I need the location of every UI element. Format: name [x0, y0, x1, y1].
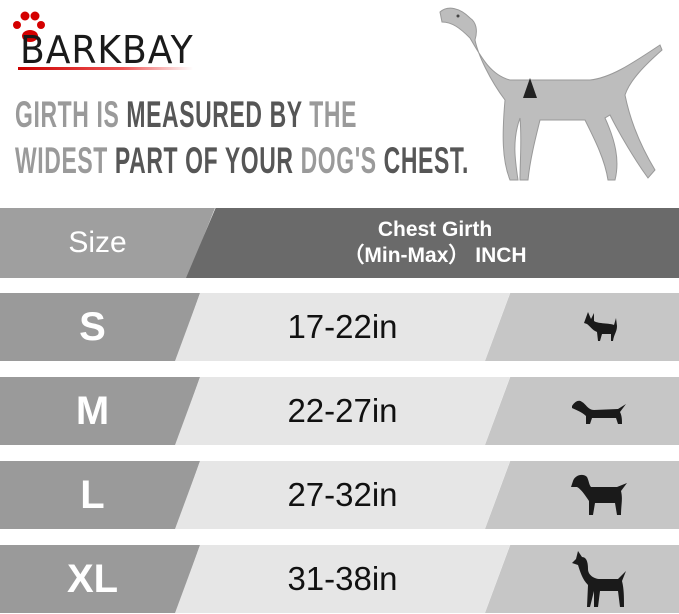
table-header-row: Size Chest Girth （Min-Max） INCH — [0, 208, 679, 278]
headline-segment: CHEST. — [383, 140, 469, 181]
headline-segment: PART OF YOUR — [114, 140, 301, 181]
size-cell-bg — [0, 377, 200, 445]
headline-segment: THE — [309, 94, 358, 135]
headline-segment: MEASURED BY — [126, 94, 310, 135]
table-row: M 22-27in — [0, 377, 679, 445]
headline-segment: GIRTH IS — [15, 94, 127, 135]
size-label: XL — [66, 556, 119, 601]
size-label: L — [80, 472, 105, 517]
girth-value: 31-38in — [287, 560, 398, 597]
measured-dog-illustration — [439, 7, 663, 181]
table-row: S 17-22in — [0, 293, 679, 361]
girth-column-header: Chest Girth （Min-Max） INCH — [240, 208, 630, 278]
girth-value: 27-32in — [287, 476, 398, 513]
size-label: S — [79, 304, 106, 349]
logo-text: BARKBAY — [20, 28, 194, 72]
girth-cell-bg — [175, 545, 510, 613]
girth-value: 22-27in — [287, 392, 398, 429]
size-label: M — [75, 388, 110, 433]
paw-icon — [13, 11, 45, 42]
headline-line-1: GIRTH IS MEASURED BY THE — [15, 94, 357, 136]
girth-header-line-2: （Min-Max） INCH — [343, 244, 527, 267]
headline-line-2: WIDEST PART OF YOUR DOG'S CHEST. — [15, 140, 469, 182]
logo-underline — [18, 67, 193, 70]
girth-header-line-1: Chest Girth — [377, 218, 493, 241]
icon-cell-bg — [485, 293, 679, 361]
size-cell-bg — [0, 293, 200, 361]
size-cell-bg — [0, 545, 200, 613]
size-column-header: Size — [68, 226, 127, 259]
table-row: XL 31-38in — [0, 545, 679, 613]
chihuahua-silhouette-icon — [530, 293, 670, 361]
dachshund-silhouette-icon — [530, 377, 670, 445]
headline-segment: DOG'S — [300, 140, 384, 181]
girth-header-bg — [186, 208, 679, 278]
icon-cell-bg — [485, 545, 679, 613]
size-header-bg — [0, 208, 215, 278]
great-dane-silhouette-icon — [530, 545, 670, 613]
size-cell-bg — [0, 461, 200, 529]
girth-cell-bg — [175, 461, 510, 529]
icon-cell-bg — [485, 461, 679, 529]
girth-cell-bg — [175, 293, 510, 361]
labrador-silhouette-icon — [530, 461, 670, 529]
table-row: L 27-32in — [0, 461, 679, 529]
headline-segment: WIDEST — [15, 140, 115, 181]
girth-cell-bg — [175, 377, 510, 445]
girth-value: 17-22in — [287, 308, 398, 345]
brand-logo: BARKBAY — [8, 8, 198, 72]
